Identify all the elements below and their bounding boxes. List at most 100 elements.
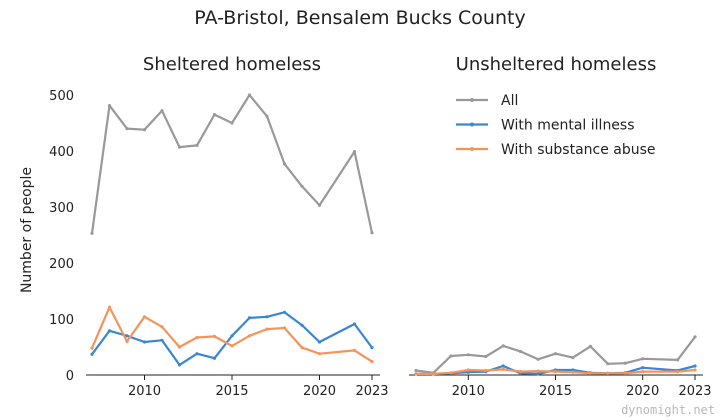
left-point-all (370, 231, 374, 235)
right-point-all (641, 357, 645, 361)
right-point-with-substance-abuse (449, 371, 453, 375)
legend-label: With substance abuse (501, 142, 656, 158)
left-point-with-mental-illness (300, 323, 304, 327)
y-tick-label: 0 (66, 369, 74, 384)
left-point-all (247, 93, 252, 97)
right-point-with-substance-abuse (414, 372, 418, 376)
left-point-with-mental-illness (195, 352, 199, 356)
right-x-tick-label: 2010 (452, 384, 485, 399)
legend-marker (470, 147, 474, 151)
right-point-all (501, 344, 505, 348)
right-point-all (553, 352, 558, 356)
right-point-all (571, 356, 575, 360)
left-point-all (177, 145, 182, 149)
left-point-with-mental-illness (212, 356, 217, 360)
right-point-all (606, 362, 610, 366)
right-point-with-mental-illness (571, 368, 575, 372)
right-point-with-mental-illness (501, 364, 505, 368)
left-point-all (195, 143, 199, 147)
left-point-with-substance-abuse (370, 360, 374, 364)
left-point-all (107, 104, 112, 108)
y-tick-label: 200 (49, 257, 74, 272)
right-x-tick-label: 2020 (626, 384, 659, 399)
left-x-tick-label: 2020 (303, 384, 336, 399)
right-point-with-mental-illness (641, 366, 645, 370)
left-point-with-mental-illness (160, 338, 164, 342)
legend-item-with-mental-illness: With mental illness (456, 118, 635, 134)
y-tick-label: 400 (49, 145, 74, 160)
right-point-all (536, 357, 540, 361)
left-point-with-substance-abuse (125, 339, 129, 343)
plot-panels: 2010 2015 2020 2023 0 100 200 300 400 500 2010 2015… (49, 89, 711, 399)
left-point-all (90, 231, 94, 235)
right-point-all (449, 354, 453, 358)
right-point-with-substance-abuse (519, 370, 523, 374)
right-point-with-substance-abuse (571, 370, 575, 374)
left-point-with-mental-illness (317, 340, 322, 344)
right-panel-title: Unsheltered homeless (456, 54, 657, 75)
left-point-with-substance-abuse (177, 345, 182, 349)
right-point-with-substance-abuse (536, 369, 540, 373)
right-point-all (414, 368, 418, 373)
left-point-all (212, 113, 217, 117)
left-point-with-substance-abuse (352, 348, 357, 352)
left-line-with-mental-illness (91, 311, 373, 366)
right-point-with-substance-abuse (641, 370, 645, 374)
right-point-with-substance-abuse (431, 372, 435, 376)
left-panel: 2010 2015 2020 2023 0 100 200 300 400 500 (49, 89, 388, 399)
right-point-with-substance-abuse (676, 370, 680, 374)
right-point-all (466, 353, 470, 357)
left-point-with-mental-illness (247, 316, 252, 320)
y-tick-label: 500 (49, 89, 74, 104)
left-point-with-substance-abuse (317, 352, 322, 356)
y-tick-label: 300 (49, 201, 74, 216)
left-point-with-substance-abuse (107, 305, 112, 309)
left-point-with-mental-illness (125, 334, 129, 338)
right-x-tick-label: 2023 (678, 384, 711, 399)
left-line-all (90, 93, 374, 234)
left-point-with-mental-illness (282, 310, 287, 314)
right-point-with-substance-abuse (484, 368, 488, 373)
right-point-with-substance-abuse (693, 368, 697, 372)
left-point-with-mental-illness (265, 315, 269, 319)
left-point-with-mental-illness (370, 346, 374, 350)
left-point-all (160, 109, 164, 113)
left-point-with-substance-abuse (142, 315, 147, 319)
left-point-with-mental-illness (142, 340, 147, 344)
left-point-with-substance-abuse (160, 325, 164, 329)
right-point-with-mental-illness (536, 372, 540, 376)
left-point-all (142, 128, 147, 132)
legend-label: With mental illness (501, 118, 635, 134)
y-axis-label: Number of people (19, 167, 35, 293)
left-series-all (90, 93, 374, 235)
right-point-all (676, 358, 680, 362)
figure-title: PA-Bristol, Bensalem Bucks County (194, 7, 525, 29)
right-point-all (588, 344, 593, 348)
left-point-all (265, 114, 269, 118)
left-point-with-mental-illness (177, 363, 182, 367)
left-point-with-mental-illness (230, 334, 234, 338)
left-point-all (125, 127, 129, 131)
left-point-with-substance-abuse (282, 326, 287, 330)
right-point-all (519, 349, 523, 354)
left-point-all (300, 184, 304, 188)
left-panel-title: Sheltered homeless (143, 54, 321, 75)
y-tick-label: 100 (49, 313, 74, 328)
left-point-all (317, 203, 322, 207)
right-point-with-mental-illness (466, 370, 470, 374)
left-point-with-mental-illness (107, 329, 112, 333)
left-x-tick-label: 2023 (355, 384, 388, 399)
left-x-tick-label: 2010 (128, 384, 161, 399)
right-point-with-substance-abuse (623, 371, 627, 375)
right-point-with-substance-abuse (553, 370, 558, 374)
left-x-tick-label: 2015 (215, 384, 248, 399)
right-line-with-substance-abuse (416, 368, 696, 375)
left-point-with-mental-illness (352, 322, 357, 326)
right-point-all (623, 361, 627, 365)
left-point-all (230, 121, 234, 125)
right-point-with-substance-abuse (466, 368, 470, 372)
left-point-with-substance-abuse (212, 334, 217, 338)
left-point-with-substance-abuse (195, 335, 199, 340)
right-point-with-substance-abuse (606, 371, 610, 375)
